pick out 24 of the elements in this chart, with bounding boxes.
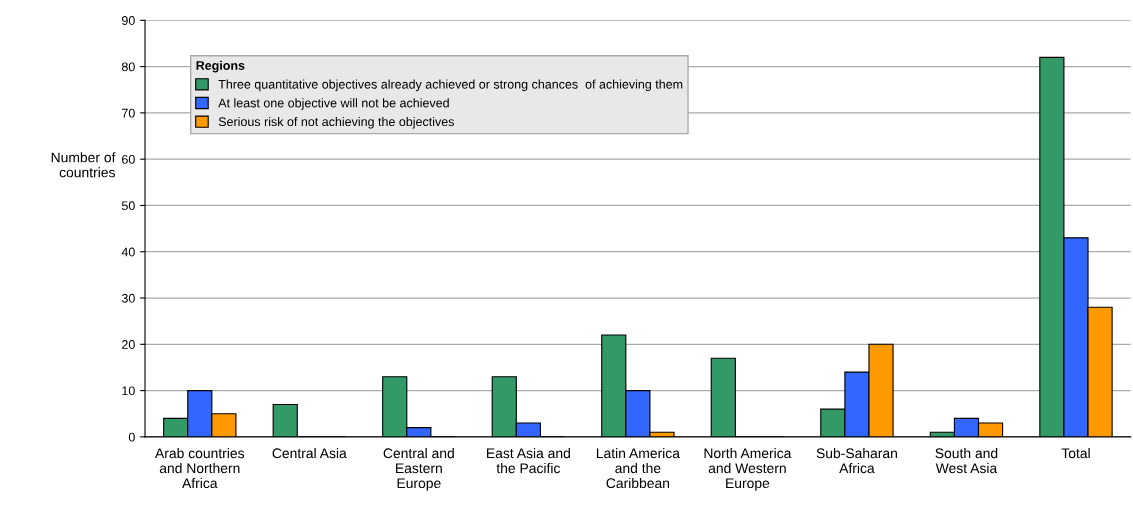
legend-label: Three quantitative objectives already achieved or strong chances of achieving them bbox=[218, 79, 683, 92]
legend-title: Regions bbox=[196, 60, 245, 73]
y-tick-label: 50 bbox=[121, 201, 135, 211]
x-tick-label: Central and Eastern Europe bbox=[383, 447, 454, 491]
legend-label: Serious risk of not achieving the objectives bbox=[218, 116, 454, 129]
x-tick-label: North America and Western Europe bbox=[704, 447, 792, 491]
y-tick-label: 80 bbox=[121, 62, 135, 72]
x-tick-label: Latin America and the Caribbean bbox=[596, 447, 680, 489]
y-tick-label: 70 bbox=[122, 108, 135, 118]
x-tick-label: East Asia and the Pacific bbox=[487, 447, 570, 474]
y-tick-label: 90 bbox=[121, 16, 135, 25]
x-tick-label: Central Asia bbox=[272, 447, 347, 459]
y-tick-label: 60 bbox=[122, 154, 135, 164]
y-tick-label: 10 bbox=[122, 386, 135, 396]
y-tick-label: 0 bbox=[128, 432, 135, 442]
x-tick-label: Arab countries and Northern Africa bbox=[155, 447, 245, 489]
y-tick-label: 40 bbox=[121, 247, 135, 257]
y-tick-label: 20 bbox=[122, 340, 135, 349]
x-tick-label: South and West Asia bbox=[935, 447, 998, 474]
y-axis-title: Number of countries bbox=[51, 152, 116, 178]
x-tick-label: Sub-Saharan Africa bbox=[816, 447, 897, 474]
y-tick-label: 30 bbox=[121, 293, 135, 303]
legend-label: At least one objective will not be achieved bbox=[218, 98, 449, 110]
x-tick-label: Total bbox=[1061, 447, 1090, 459]
